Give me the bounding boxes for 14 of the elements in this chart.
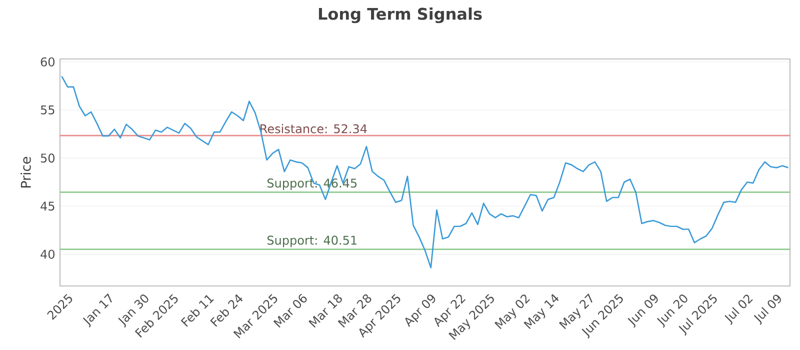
x-tick-label: Jan 17 bbox=[82, 293, 112, 328]
chart-title: Long Term Signals bbox=[318, 8, 482, 24]
x-tick-label: Jul 02 bbox=[724, 294, 753, 325]
x-tick-label: Apr 09 bbox=[405, 294, 436, 328]
y-tick-label: 60 bbox=[40, 57, 54, 66]
ref-line-label: Resistance: 52.34 bbox=[260, 124, 367, 134]
x-tick-label: Jun 09 bbox=[628, 294, 658, 328]
y-tick-label: 55 bbox=[40, 106, 54, 114]
y-tick-label: 50 bbox=[40, 154, 54, 163]
x-tick-label: Jul 09 bbox=[754, 294, 781, 325]
y-tick-label: 40 bbox=[40, 250, 54, 259]
ref-line-label: Support: 40.51 bbox=[267, 236, 356, 248]
y-tick-label: 45 bbox=[40, 202, 54, 211]
y-axis-title: Price bbox=[20, 156, 31, 188]
